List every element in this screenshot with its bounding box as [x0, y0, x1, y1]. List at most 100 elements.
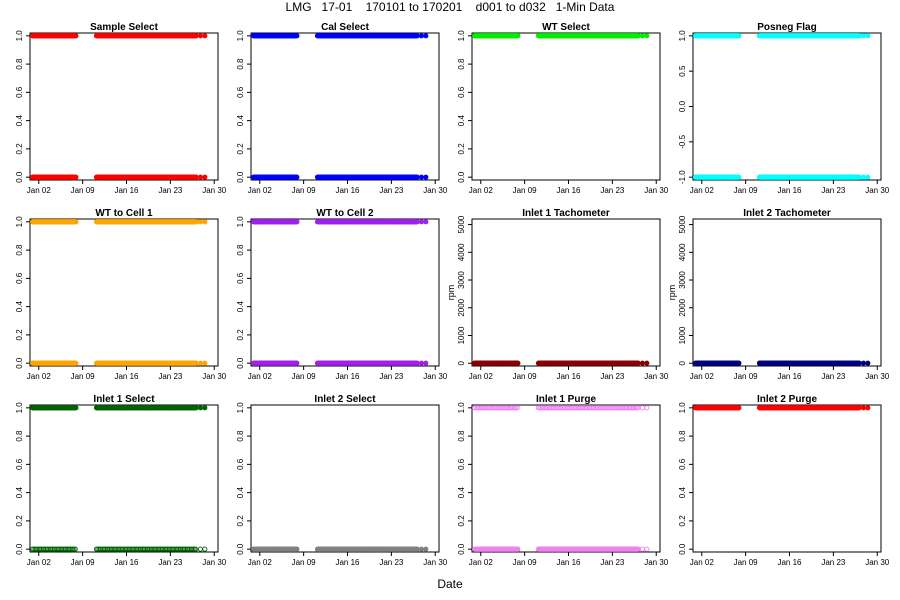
x-tick-label: Jan 23 [158, 372, 183, 381]
y-tick-label: 0.6 [15, 272, 24, 284]
y-tick-label: 1.0 [15, 30, 24, 42]
x-tick-label: Jan 30 [644, 372, 669, 381]
data-point [856, 33, 862, 39]
plot-frame [29, 32, 219, 181]
x-tick-label: Jan 23 [379, 558, 404, 567]
data-point [197, 219, 203, 225]
x-tick-label: Jan 16 [556, 186, 581, 195]
data-point [860, 174, 867, 180]
plot-frame [250, 32, 440, 181]
y-tick-label: 0.6 [457, 458, 466, 470]
data-point [856, 405, 862, 411]
x-tick-label: Jan 30 [423, 372, 448, 381]
data-series [29, 174, 208, 180]
data-point [414, 546, 420, 552]
y-tick-label: 5000 [678, 215, 687, 233]
x-tick-label: Jan 09 [734, 186, 759, 195]
data-point [73, 405, 79, 411]
plot-frame [29, 404, 219, 553]
y-tick-label: 5000 [457, 215, 466, 233]
data-point [635, 360, 641, 366]
x-tick-label: Jan 09 [292, 558, 317, 567]
data-series [29, 546, 208, 552]
y-tick-label: 0.8 [15, 430, 24, 442]
y-tick-label: 0 [457, 360, 466, 365]
x-tick-label: Jan 02 [27, 558, 52, 567]
data-point [193, 219, 199, 225]
x-tick-label: Jan 09 [734, 558, 759, 567]
plot-frame [471, 32, 661, 181]
y-tick-label: 0.5 [678, 65, 687, 77]
x-tick-label: Jan 16 [335, 372, 360, 381]
data-point [197, 174, 203, 180]
y-tick-label: 0.2 [236, 329, 245, 341]
y-tick-label: 0.8 [457, 430, 466, 442]
panel-title: Inlet 1 Select [93, 394, 155, 405]
panel-title: Inlet 1 Purge [536, 394, 596, 405]
data-point [423, 174, 429, 180]
panel-title: Inlet 2 Purge [757, 394, 817, 405]
x-tick-label: Jan 23 [600, 186, 625, 195]
data-point [197, 360, 203, 366]
y-tick-label: 0.6 [15, 86, 24, 98]
panel-title: Inlet 1 Tachometer [522, 208, 610, 219]
x-tick-label: Jan 30 [644, 186, 669, 195]
data-point [860, 33, 867, 39]
data-point [202, 174, 208, 180]
y-tick-label: 1.0 [15, 216, 24, 228]
data-point [414, 174, 420, 180]
x-tick-label: Jan 16 [335, 558, 360, 567]
y-axis-label: rpm [446, 285, 456, 301]
y-tick-label: 0.0 [678, 100, 687, 112]
data-point [639, 546, 646, 552]
y-tick-label: 0.4 [236, 115, 245, 127]
x-tick-label: Jan 09 [71, 186, 96, 195]
y-tick-label: 0.2 [236, 515, 245, 527]
plot-frame [692, 218, 882, 367]
data-point [197, 33, 203, 39]
x-tick-label: Jan 02 [27, 186, 52, 195]
data-point [423, 219, 429, 225]
data-point [860, 360, 867, 366]
y-tick-label: 0.8 [457, 58, 466, 70]
data-point [418, 174, 425, 180]
panel-title: WT Select [542, 22, 590, 33]
y-tick-label: 0.4 [236, 487, 245, 499]
panel-title: Posneg Flag [757, 22, 816, 33]
y-tick-label: 0.2 [15, 143, 24, 155]
y-tick-label: 1000 [457, 326, 466, 344]
data-point [515, 33, 521, 39]
y-tick-label: -0.5 [678, 134, 687, 148]
data-point [423, 360, 429, 366]
x-tick-label: Jan 30 [865, 186, 890, 195]
data-point [865, 174, 871, 180]
x-tick-label: Jan 02 [469, 186, 494, 195]
y-tick-label: 0.0 [15, 171, 24, 183]
data-series [29, 405, 208, 411]
data-point [202, 219, 208, 225]
data-point [414, 360, 420, 366]
x-tick-label: Jan 02 [248, 558, 273, 567]
y-tick-label: 0.6 [457, 86, 466, 98]
data-series [29, 219, 208, 225]
data-point [294, 219, 300, 225]
x-tick-label: Jan 02 [690, 186, 715, 195]
panel-title: WT to Cell 1 [95, 208, 153, 219]
y-tick-label: 0.0 [15, 357, 24, 369]
page-title: LMG 17-01 170101 to 170201 d001 to d032 … [285, 0, 615, 14]
x-tick-label: Jan 02 [690, 372, 715, 381]
y-tick-label: 0.2 [678, 515, 687, 527]
data-point [73, 219, 79, 225]
data-point [736, 405, 742, 411]
data-point [294, 360, 300, 366]
y-tick-label: 1.0 [678, 30, 687, 42]
data-series [29, 360, 208, 366]
x-tick-label: Jan 30 [202, 558, 227, 567]
x-tick-label: Jan 16 [335, 186, 360, 195]
x-tick-label: Jan 30 [423, 558, 448, 567]
data-series [692, 360, 871, 366]
x-tick-label: Jan 02 [690, 558, 715, 567]
